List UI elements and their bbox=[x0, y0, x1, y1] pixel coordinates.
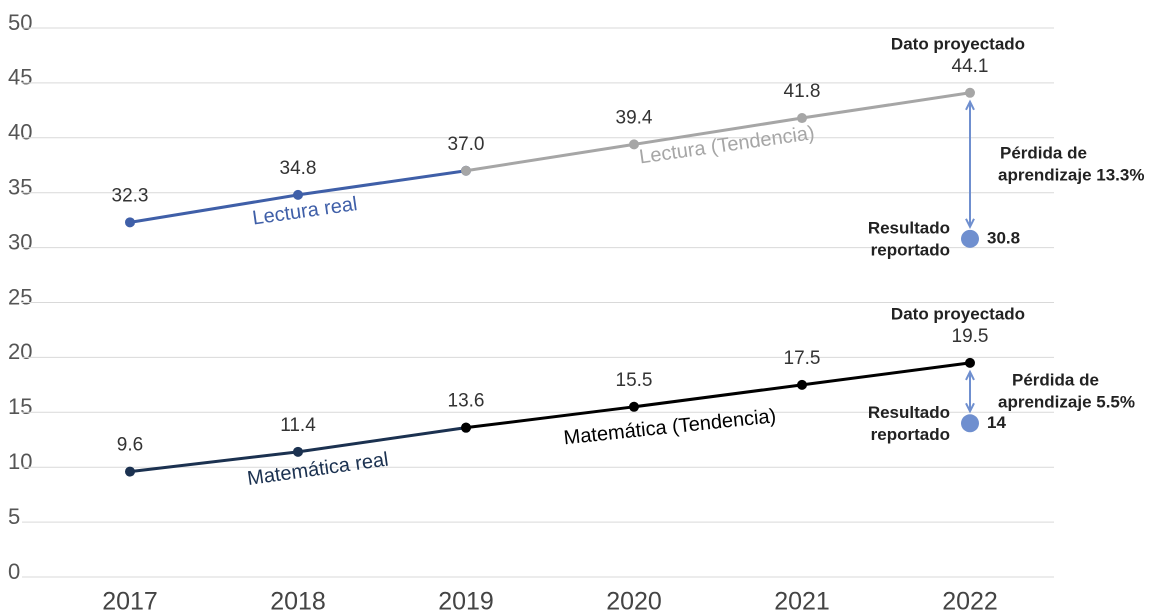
x-tick-label: 2018 bbox=[270, 588, 326, 613]
arrow-head bbox=[965, 218, 975, 230]
loss-label: Pérdida de bbox=[1000, 143, 1087, 162]
y-tick-label: 20 bbox=[8, 339, 32, 364]
y-tick-label: 25 bbox=[8, 284, 32, 309]
data-label: 11.4 bbox=[280, 415, 316, 436]
point bbox=[461, 165, 471, 176]
reported-value: 30.8 bbox=[987, 228, 1020, 247]
point bbox=[461, 422, 471, 433]
data-label: 37.0 bbox=[448, 134, 485, 155]
y-tick-label: 10 bbox=[8, 449, 32, 474]
reported-label: Resultado bbox=[868, 403, 950, 422]
series-line bbox=[465, 91, 971, 173]
reported-label: reportado bbox=[871, 425, 950, 444]
data-label: 34.8 bbox=[280, 158, 317, 179]
data-label: 19.5 bbox=[952, 326, 989, 347]
point bbox=[629, 401, 639, 412]
y-tick-label: 5 bbox=[8, 504, 20, 529]
reported-point bbox=[961, 414, 979, 433]
data-label: 13.6 bbox=[448, 391, 485, 412]
projected-label: Dato proyectado bbox=[891, 304, 1025, 323]
data-label: 32.3 bbox=[112, 185, 149, 206]
data-label: 44.1 bbox=[952, 56, 989, 77]
point bbox=[965, 87, 975, 98]
x-tick-label: 2022 bbox=[942, 588, 998, 613]
y-tick-label: 50 bbox=[8, 10, 32, 35]
y-tick-label: 15 bbox=[8, 394, 32, 419]
reported-point bbox=[961, 229, 979, 248]
loss-label: Pérdida de bbox=[1012, 371, 1099, 390]
x-tick-label: 2019 bbox=[438, 588, 494, 613]
data-label: 41.8 bbox=[784, 81, 821, 102]
data-label: 9.6 bbox=[117, 435, 143, 456]
arrow-head bbox=[965, 99, 975, 111]
arrow-head bbox=[965, 402, 975, 414]
y-tick-label: 30 bbox=[8, 229, 32, 254]
data-label: 17.5 bbox=[784, 348, 821, 369]
y-tick-label: 45 bbox=[8, 65, 32, 90]
x-tick-label: 2017 bbox=[102, 588, 158, 613]
data-label: 39.4 bbox=[616, 107, 653, 128]
loss-label: aprendizaje 13.3% bbox=[998, 165, 1144, 184]
x-tick-label: 2020 bbox=[606, 588, 662, 613]
point bbox=[629, 139, 639, 150]
data-label: 15.5 bbox=[616, 370, 653, 391]
projected-label: Dato proyectado bbox=[891, 34, 1025, 53]
point bbox=[965, 357, 975, 368]
loss-label: aprendizaje 5.5% bbox=[998, 393, 1135, 412]
arrow-head bbox=[965, 369, 975, 381]
reported-label: reportado bbox=[871, 240, 950, 259]
y-tick-label: 40 bbox=[8, 120, 32, 145]
point bbox=[125, 217, 135, 228]
reported-label: Resultado bbox=[868, 218, 950, 237]
reported-value: 14 bbox=[987, 413, 1006, 432]
point bbox=[125, 466, 135, 477]
point bbox=[797, 113, 807, 124]
point bbox=[797, 379, 807, 390]
point bbox=[293, 189, 303, 200]
x-tick-label: 2021 bbox=[774, 588, 830, 613]
point bbox=[293, 446, 303, 457]
series-line bbox=[465, 361, 971, 430]
y-tick-label: 35 bbox=[8, 175, 32, 200]
y-tick-label: 0 bbox=[8, 559, 20, 584]
